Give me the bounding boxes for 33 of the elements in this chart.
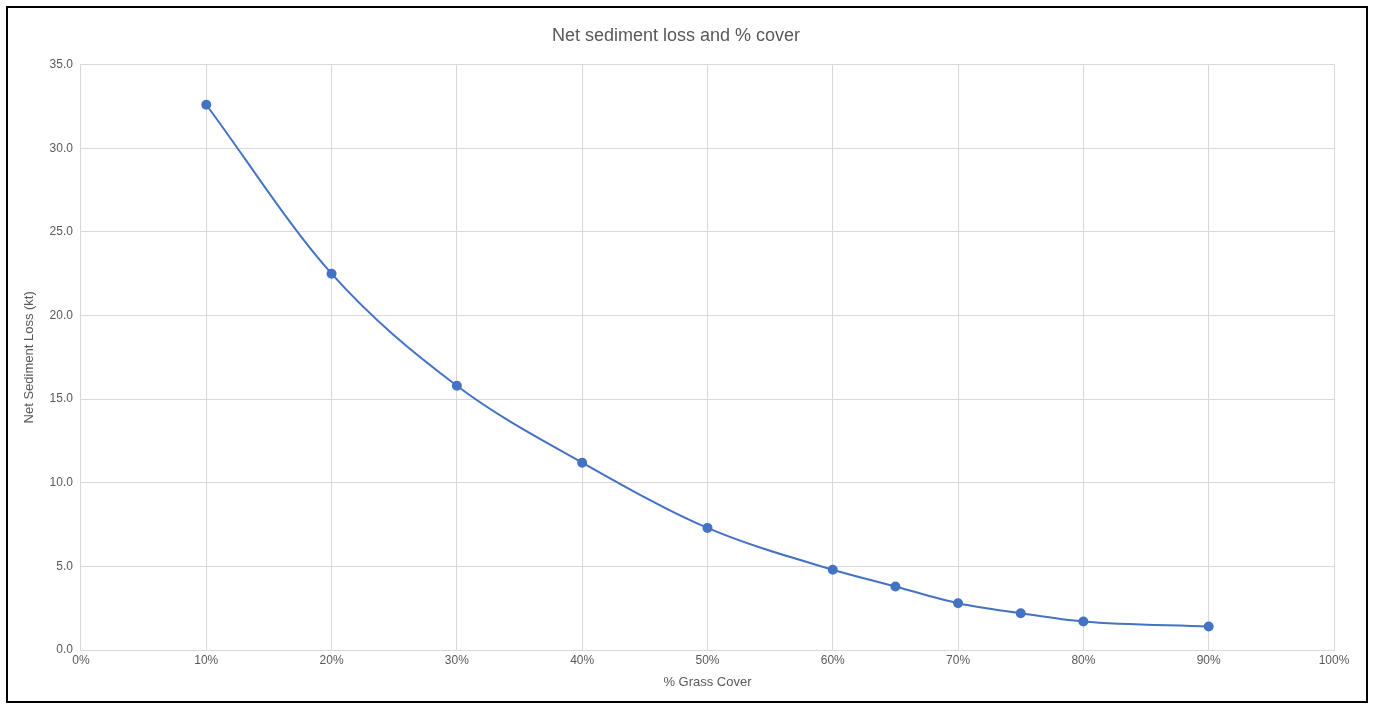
point	[1015, 608, 1026, 619]
x-tick-label: 100%	[1318, 652, 1350, 667]
x-tick-label: 30%	[444, 652, 470, 667]
y-tick-label: 25.0	[49, 224, 74, 239]
point	[1203, 621, 1214, 632]
point	[890, 581, 901, 592]
x-tick-label: 90%	[1196, 652, 1222, 667]
x-tick-label: 70%	[946, 652, 971, 667]
y-tick-label: 0.0	[56, 642, 74, 657]
x-tick-label: 50%	[695, 652, 720, 667]
y-tick-label: 35.0	[49, 56, 74, 71]
point	[1078, 616, 1089, 627]
y-tick-label: 10.0	[49, 475, 74, 490]
point	[577, 457, 588, 468]
x-tick-label: 60%	[820, 652, 846, 667]
y-tick-label: 20.0	[49, 307, 74, 322]
point	[451, 380, 462, 391]
y-tick-label: 15.0	[49, 391, 74, 406]
x-tick-label: 40%	[570, 652, 595, 667]
y-tick-label: 5.0	[56, 558, 74, 573]
x-tick-label: 0%	[72, 652, 90, 667]
point	[702, 522, 713, 533]
x-axis-title: % Grass Cover	[663, 673, 753, 689]
point	[326, 268, 337, 279]
y-tick-label: 30.0	[49, 140, 74, 155]
point	[953, 598, 964, 609]
y-axis-title: Net Sediment Loss (kt)	[21, 291, 37, 424]
chart-title: Net sediment loss and % cover	[551, 24, 801, 45]
x-tick-label: 10%	[194, 652, 219, 667]
point	[827, 564, 838, 575]
x-tick-label: 20%	[319, 652, 344, 667]
x-tick-label: 80%	[1071, 652, 1096, 667]
point	[201, 99, 212, 110]
